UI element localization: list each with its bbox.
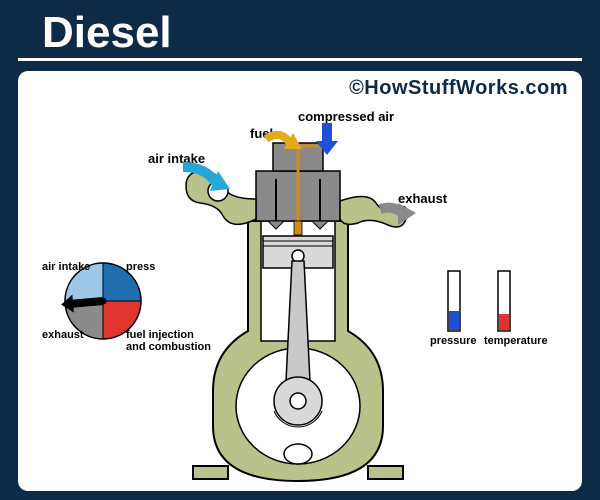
page-title: Diesel [18,0,582,61]
pie-label-press: press [126,261,155,273]
cycle-pie-chart [60,263,141,339]
gauge-label-pressure: pressure [430,335,476,347]
pie-label-fuel-injection: fuel injection and combustion [126,329,211,353]
diagram-panel: ©HowStuffWorks.com air intake fuel compr… [18,71,582,491]
pie-label-air-intake: air intake [42,261,90,273]
temperature-gauge [498,271,510,331]
pressure-gauge [448,271,460,331]
gauge-label-temperature: temperature [484,335,548,347]
engine-diagram [18,71,582,491]
pie-label-exhaust: exhaust [42,329,84,341]
